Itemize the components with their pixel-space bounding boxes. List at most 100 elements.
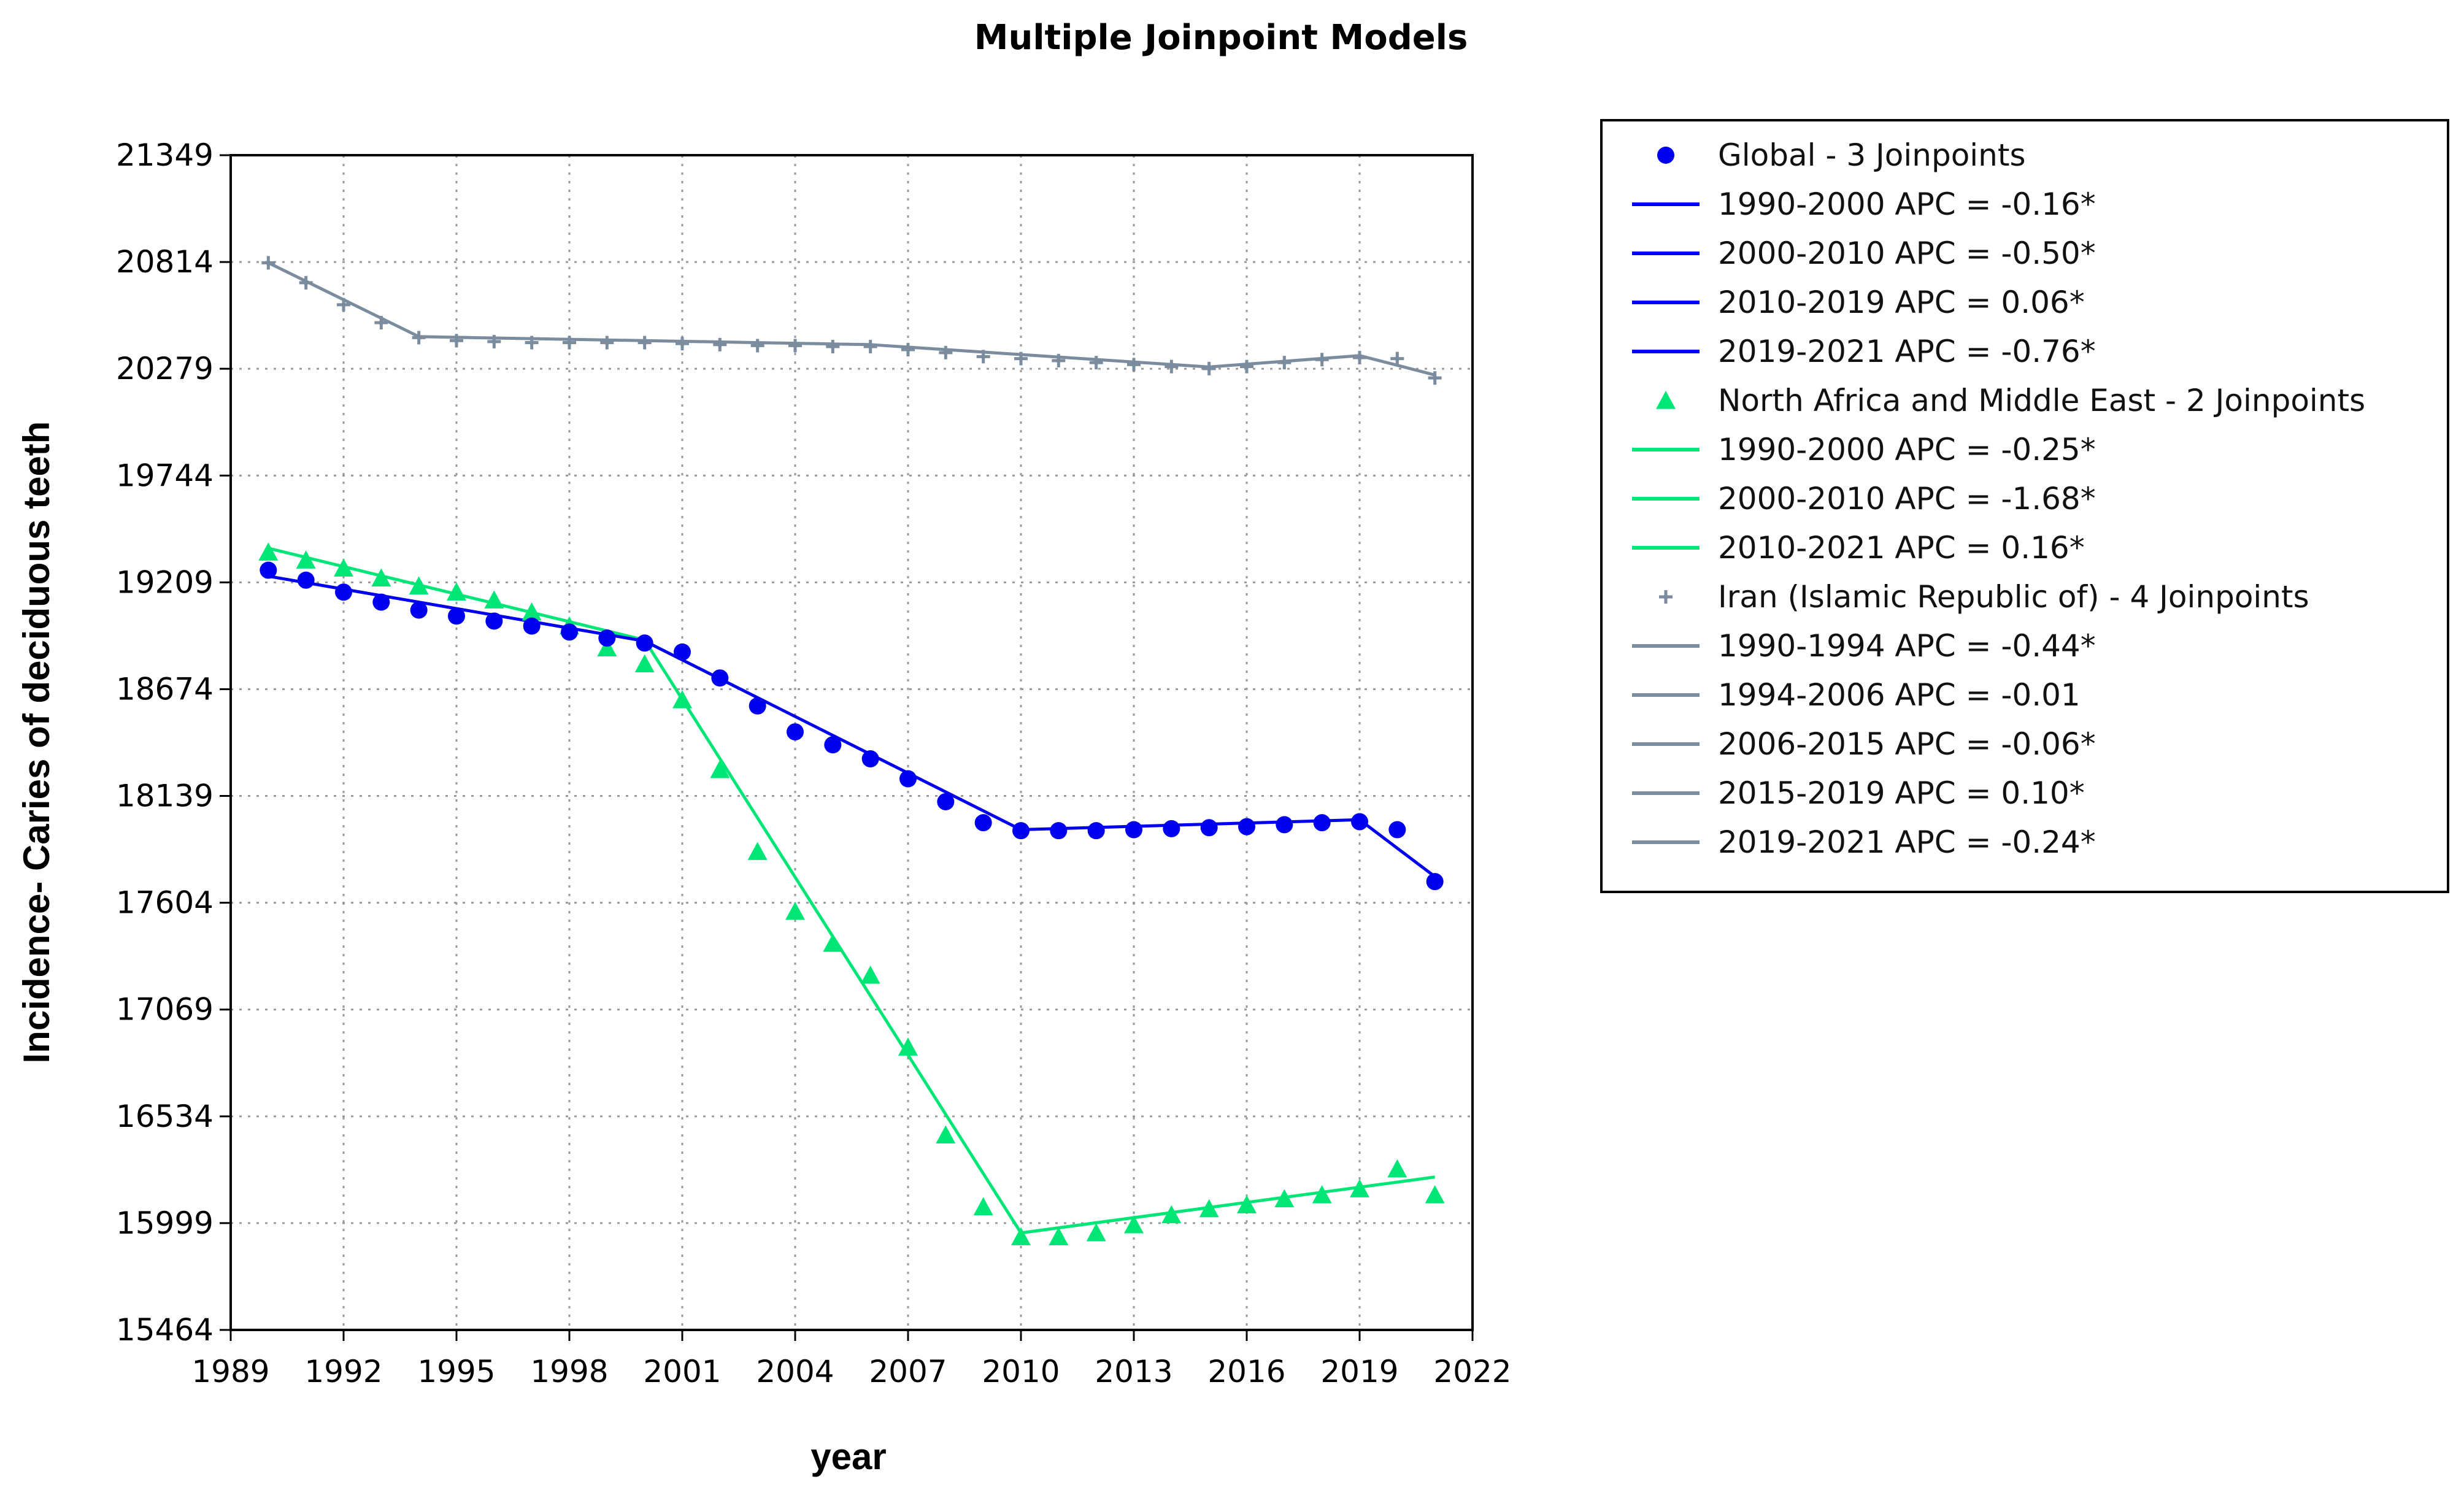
data-point [823,934,843,952]
x-tick-label: 2001 [643,1354,721,1389]
x-tick-label: 2013 [1095,1354,1172,1389]
y-tick-label: 19744 [116,458,214,493]
data-point [598,629,616,647]
data-point [522,602,542,621]
data-point [258,542,279,561]
data-point [1350,1179,1369,1197]
data-point [749,697,766,715]
legend-apc-label: 2000-2010 APC = -0.50* [1718,236,2096,271]
data-point [676,337,689,351]
data-point [1428,371,1442,385]
data-point [410,601,428,619]
fit-segment [644,639,1022,831]
data-point [1276,816,1293,834]
data-point [1353,350,1366,364]
data-point [861,750,879,768]
legend-marker [1656,391,1676,409]
data-point [372,593,390,611]
data-point [1012,822,1030,840]
data-point [1199,1199,1219,1218]
data-point [1011,1227,1031,1245]
data-point [299,275,313,290]
legend-apc-label: 2019-2021 APC = -0.24* [1718,824,2096,860]
data-point [750,339,764,353]
x-axis-title: year [810,1436,886,1477]
data-point [824,736,842,754]
fit-lines [268,261,1436,1235]
data-point [450,334,463,348]
legend-apc-label: 1990-1994 APC = -0.44* [1718,628,2096,664]
data-point [1086,1223,1106,1242]
fit-segment [1020,1175,1436,1235]
legend-apc-label: 2006-2015 APC = -0.06* [1718,726,2096,762]
y-tick-label: 18139 [116,778,214,814]
data-point [973,1197,993,1216]
data-point [1127,358,1141,372]
data-point [371,568,391,587]
legend-series-label: North Africa and Middle East - 2 Joinpoi… [1718,383,2365,418]
x-tick-label: 2007 [869,1354,947,1389]
legend-marker [1657,147,1674,164]
data-point [261,256,275,270]
gridlines [231,155,1473,1330]
y-tick-label: 15464 [116,1312,214,1348]
data-point [487,334,501,348]
y-tick-label: 20279 [116,351,214,386]
y-axis-ticks: 21349 20814 20279 19744 19209 18674 18139 17604… [116,137,231,1348]
data-point [1238,818,1255,835]
data-point [937,793,955,810]
data-point [297,571,315,589]
data-point [563,336,576,350]
legend-apc-label: 2019-2021 APC = -0.76* [1718,334,2096,369]
x-tick-label: 1995 [417,1354,495,1389]
legend-apc-label: 2000-2010 APC = -1.68* [1718,481,2096,517]
data-point [974,814,992,832]
data-point [1425,1185,1445,1204]
data-point [561,623,578,641]
data-point [337,298,350,312]
data-point [901,342,915,356]
data-point [1165,359,1179,374]
x-tick-label: 2004 [756,1354,834,1389]
data-point [1161,1205,1182,1224]
data-point [334,558,353,577]
data-point [296,550,316,569]
data-point [374,316,388,330]
data-point [1387,1159,1407,1178]
data-point [597,638,617,657]
data-point [1124,1215,1144,1234]
chart-title: Multiple Joinpoint Models [974,18,1468,58]
data-point [898,1037,918,1056]
data-point [1315,353,1329,367]
legend-apc-label: 2015-2019 APC = 0.10* [1718,775,2085,811]
y-tick-label: 17069 [116,992,214,1027]
data-point [713,337,727,351]
data-point [636,634,653,652]
y-tick-label: 15999 [116,1205,214,1241]
data-point [637,336,652,350]
data-point [863,340,877,354]
fit-segment [1358,818,1436,878]
data-point [672,690,692,709]
data-point [939,345,953,359]
data-point [1390,351,1404,366]
legend-apc-label: 2010-2019 APC = 0.06* [1718,285,2085,320]
y-tick-label: 20814 [116,244,214,280]
y-tick-label: 19209 [116,564,214,600]
data-point [1050,822,1068,840]
data-point [1014,351,1028,366]
x-tick-label: 1998 [530,1354,608,1389]
data-point [1277,356,1292,370]
data-point [525,336,539,350]
data-point [634,654,655,673]
data-point [1200,819,1218,837]
data-point [1351,813,1368,831]
data-point [1274,1189,1295,1208]
legend: Global - 3 Joinpoints 1990-2000 APC = -0.… [1600,119,2449,893]
legend-entries: Global - 3 Joinpoints 1990-2000 APC = -0.… [1632,137,2365,860]
legend-series-label: Global - 3 Joinpoints [1718,137,2026,173]
legend-series-label: Iran (Islamic Republic of) - 4 Joinpoint… [1718,579,2309,615]
data-point [1240,359,1253,374]
data-point [1087,822,1105,840]
